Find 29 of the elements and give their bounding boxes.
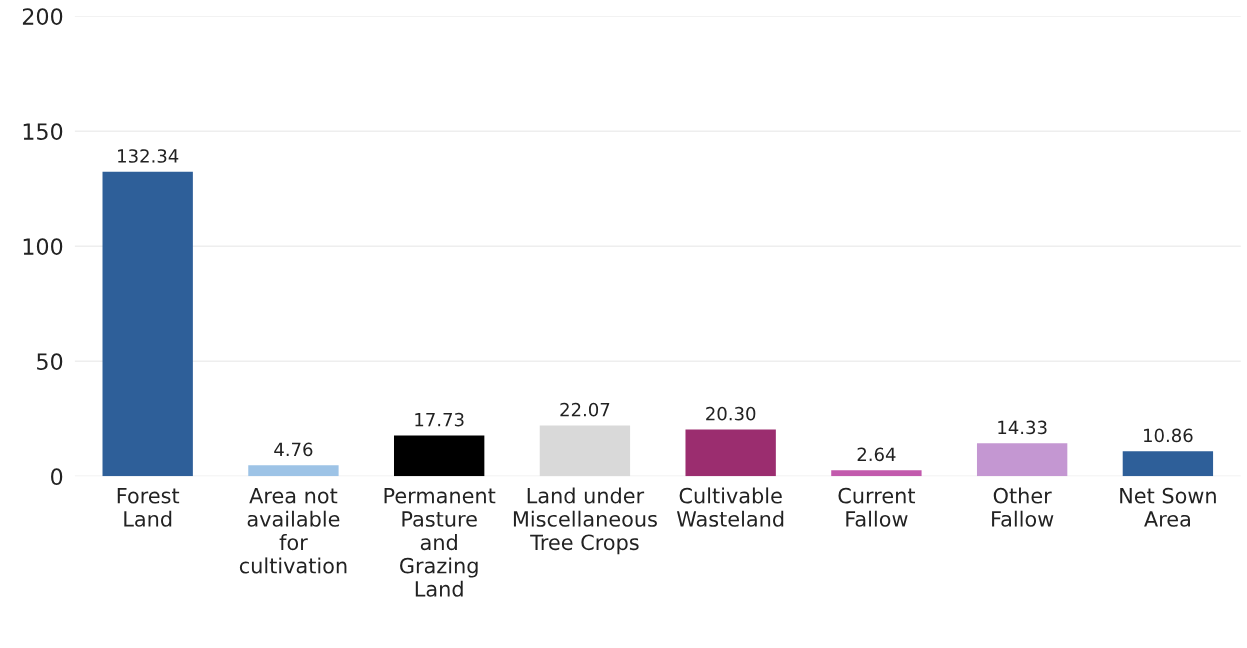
- data-label: 14.33: [998, 420, 1047, 435]
- bar: [394, 435, 485, 477]
- x-tick-label: Other Fallow: [992, 487, 1054, 527]
- data-label: 22.07: [560, 402, 610, 417]
- y-tick-label: 50: [37, 353, 63, 371]
- y-tick-label: 0: [51, 468, 63, 486]
- data-label: 2.64: [857, 447, 896, 462]
- bar: [102, 171, 193, 477]
- y-tick-label: 200: [22, 8, 63, 25]
- bar: [539, 425, 631, 477]
- bar: [976, 443, 1068, 477]
- x-tick-label: Cultivable Wasteland: [676, 487, 784, 527]
- bar: [831, 470, 922, 477]
- x-tick-label: Net Sown Area: [1120, 487, 1216, 527]
- bar: [685, 429, 776, 477]
- bar: [1122, 451, 1214, 477]
- x-tick-label: Permanent Pasture and Grazing Land: [384, 488, 496, 597]
- data-label: 17.73: [415, 412, 464, 427]
- data-label: 132.34: [118, 149, 179, 163]
- x-tick-label: Current Fallow: [838, 487, 916, 527]
- data-label: 4.76: [274, 442, 313, 457]
- bar: [248, 465, 339, 477]
- x-tick-label: Land under Miscellaneous Tree Crops: [513, 487, 657, 555]
- y-tick-label: 100: [23, 238, 63, 255]
- y-tick-label: 150: [23, 123, 63, 140]
- data-label: 10.86: [1144, 428, 1193, 443]
- data-label: 20.30: [706, 406, 756, 421]
- x-tick-label: Area not available for cultivation: [239, 488, 347, 574]
- x-tick-label: Forest Land: [117, 488, 180, 527]
